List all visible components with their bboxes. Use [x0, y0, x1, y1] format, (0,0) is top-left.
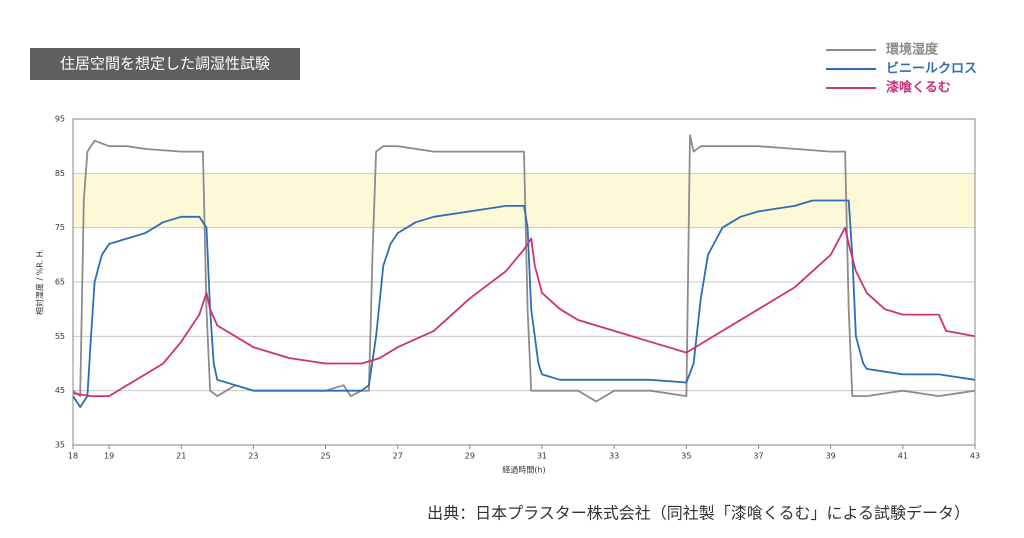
x-tick-label: 25: [320, 452, 330, 461]
y-tick-label: 65: [55, 278, 65, 287]
x-tick-label: 41: [898, 452, 908, 461]
series-line: [72, 199, 976, 408]
x-tick-label: 43: [970, 452, 980, 461]
x-tick-label: 31: [537, 452, 547, 461]
legend-label: 環境湿度: [886, 42, 939, 58]
x-tick-label: 29: [465, 452, 475, 461]
y-tick-label: 35: [55, 441, 65, 450]
y-tick-label: 75: [55, 223, 65, 232]
plot-frame: [72, 118, 976, 446]
x-tick-label: 23: [248, 452, 258, 461]
source-note: 出典：日本プラスター株式会社（同社製「漆喰くるむ」による試験データ）: [427, 504, 970, 523]
series-line: [72, 226, 976, 397]
chart-title: 住居空間を想定した調湿性試験: [60, 55, 270, 73]
series-line: [72, 134, 976, 403]
y-tick-label: 45: [55, 386, 65, 395]
title-box: [30, 48, 300, 80]
y-tick-label: 55: [55, 332, 65, 341]
legend-label: ビニールクロス: [886, 61, 977, 77]
x-tick-label: 33: [609, 452, 619, 461]
x-tick-label: 37: [753, 452, 763, 461]
x-tick-label: 27: [393, 452, 403, 461]
x-tick-label: 19: [104, 452, 114, 461]
x-tick-label: 39: [826, 452, 836, 461]
x-tick-label: 35: [681, 452, 691, 461]
x-tick-label: 21: [176, 452, 186, 461]
y-tick-label: 85: [55, 169, 65, 178]
y-axis-label: 相対湿度 / %R. H.: [35, 249, 45, 315]
x-axis-label: 経過時間(h): [502, 465, 545, 475]
x-tick-label: 18: [68, 452, 78, 461]
legend-label: 漆喰くるむ: [886, 80, 951, 96]
y-tick-label: 95: [55, 115, 65, 124]
